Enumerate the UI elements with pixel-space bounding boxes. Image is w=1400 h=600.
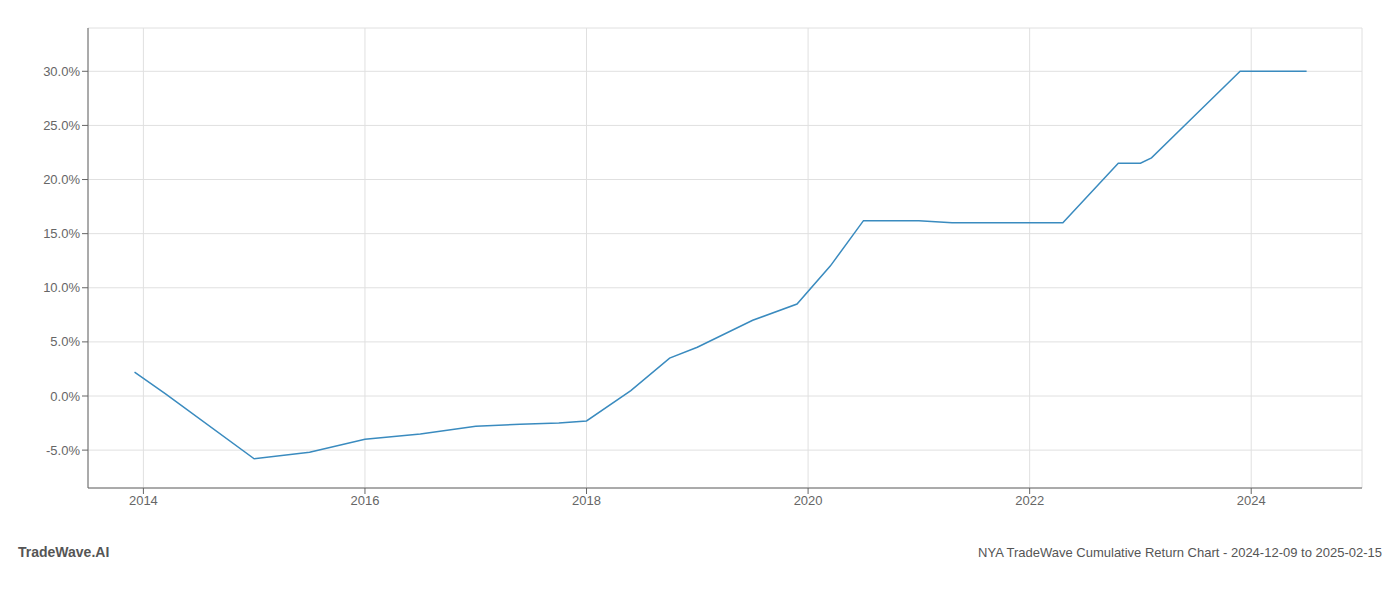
svg-text:2014: 2014 [129, 493, 158, 508]
svg-text:2022: 2022 [1015, 493, 1044, 508]
svg-text:2024: 2024 [1237, 493, 1266, 508]
html-text:NYA TradeWave Cumulative Retur: NYA TradeWave Cumulative Return Chart - … [978, 545, 1382, 560]
svg-text:25.0%: 25.0% [43, 118, 80, 133]
svg-text:2020: 2020 [794, 493, 823, 508]
html-text:TradeWave.AI: TradeWave.AI [18, 544, 110, 560]
svg-text:0.0%: 0.0% [50, 389, 80, 404]
svg-text:-5.0%: -5.0% [46, 443, 80, 458]
svg-text:10.0%: 10.0% [43, 280, 80, 295]
svg-text:2018: 2018 [572, 493, 601, 508]
svg-text:5.0%: 5.0% [50, 334, 80, 349]
svg-text:2016: 2016 [350, 493, 379, 508]
svg-text:15.0%: 15.0% [43, 226, 80, 241]
svg-text:30.0%: 30.0% [43, 64, 80, 79]
svg-text:20.0%: 20.0% [43, 172, 80, 187]
